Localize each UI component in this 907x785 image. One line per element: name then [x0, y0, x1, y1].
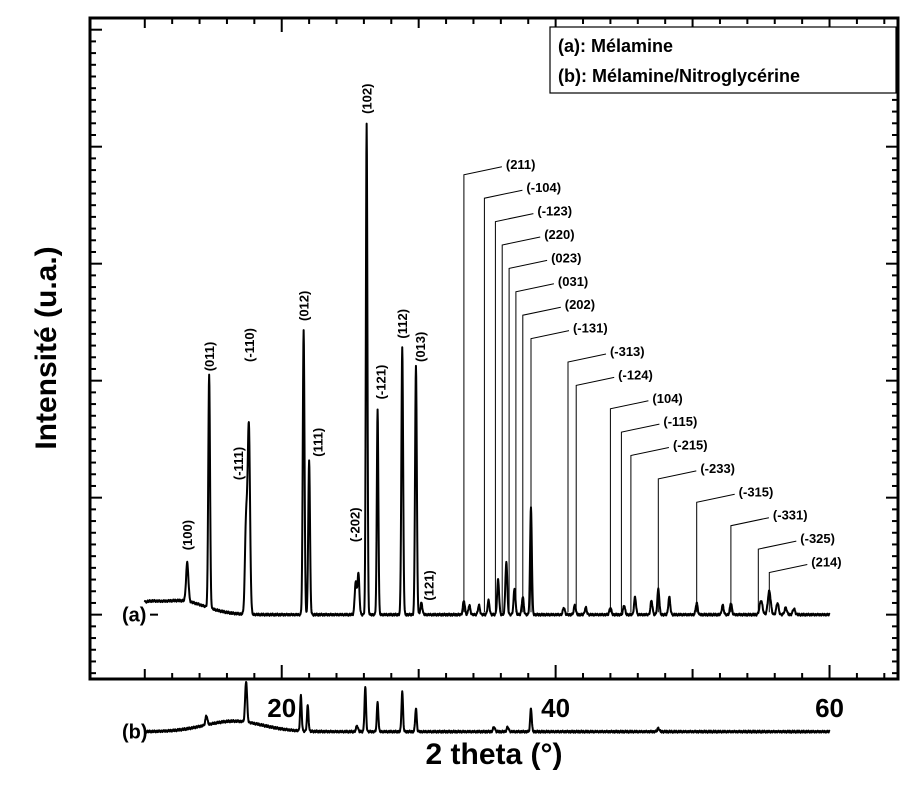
series-group [143, 122, 831, 734]
leader-line [657, 470, 697, 613]
peak-label: (023) [551, 250, 581, 265]
legend-box [549, 26, 897, 94]
leader-line [567, 353, 607, 613]
peak-label: (102) [360, 84, 375, 114]
leader-line [696, 493, 735, 613]
peak-label: (011) [202, 342, 217, 372]
x-tick-label: 20 [267, 693, 296, 723]
series-line-b [143, 680, 831, 734]
peak-label: (-131) [573, 321, 608, 336]
peak-label: (-104) [526, 180, 561, 195]
leader-line [620, 423, 660, 613]
peak-label: (-325) [800, 531, 835, 546]
x-axis-title: 2 theta (°) [425, 738, 562, 771]
leader-line [494, 213, 534, 613]
leader-line [508, 259, 548, 613]
peak-label: (214) [811, 555, 841, 570]
legend-entry-b: (b): Mélamine/Nitroglycérine [558, 66, 800, 86]
leader-line [483, 189, 523, 613]
leader-line [630, 447, 670, 613]
peak-label: (104) [652, 391, 682, 406]
peak-label: (100) [180, 520, 195, 550]
peak-label: (-313) [610, 344, 645, 359]
axis-ticks [90, 18, 898, 679]
x-tick-labels: 20 40 60 [267, 693, 844, 723]
legend-entry-a: (a): Mélamine [558, 36, 673, 56]
peak-label: (-315) [739, 484, 774, 499]
leader-line [730, 517, 770, 613]
peak-label: (-331) [773, 508, 808, 523]
leader-line [522, 306, 561, 613]
trace-label-b: (b) [122, 722, 148, 744]
peak-label: (220) [544, 227, 574, 242]
peak-label: (-111) [231, 447, 246, 480]
peak-label: (012) [297, 291, 312, 321]
peak-label: (121) [421, 570, 436, 600]
x-tick-label: 40 [541, 693, 570, 723]
leader-line [501, 236, 541, 613]
leader-line [757, 540, 797, 613]
peak-label: (-123) [537, 204, 572, 219]
peak-label: (-121) [373, 365, 388, 400]
leader-line [515, 283, 555, 613]
leader-line [463, 166, 503, 613]
series-line-a [143, 122, 831, 617]
peak-label: (112) [395, 309, 410, 339]
leader-line [530, 330, 570, 613]
peak-label: (031) [558, 274, 588, 289]
peak-label: (211) [506, 157, 536, 172]
peak-label: (-202) [347, 507, 362, 542]
peak-annotations: (100) (011) (-111) (-110) (012) (111) (-202) (1… [180, 84, 842, 613]
peak-label: (202) [565, 297, 595, 312]
peak-label: (-233) [700, 461, 735, 476]
peak-label: (013) [413, 332, 428, 362]
leader-line [609, 400, 649, 613]
y-axis-title: Intensité (u.a.) [30, 246, 63, 449]
trace-label-a: (a) [122, 605, 146, 627]
leader-line [575, 376, 615, 613]
legend: (a): Mélamine (b): Mélamine/Nitroglycéri… [549, 26, 897, 94]
peak-label: (-110) [242, 328, 257, 362]
leader-line [768, 564, 808, 613]
peak-label: (111) [310, 428, 325, 457]
plot-frame [88, 16, 900, 681]
peak-label: (-124) [618, 367, 653, 382]
trace-labels: (a) (b) [122, 605, 158, 744]
peak-label: (-215) [673, 438, 708, 453]
peak-label: (-115) [663, 414, 697, 429]
x-tick-label: 60 [815, 693, 844, 723]
